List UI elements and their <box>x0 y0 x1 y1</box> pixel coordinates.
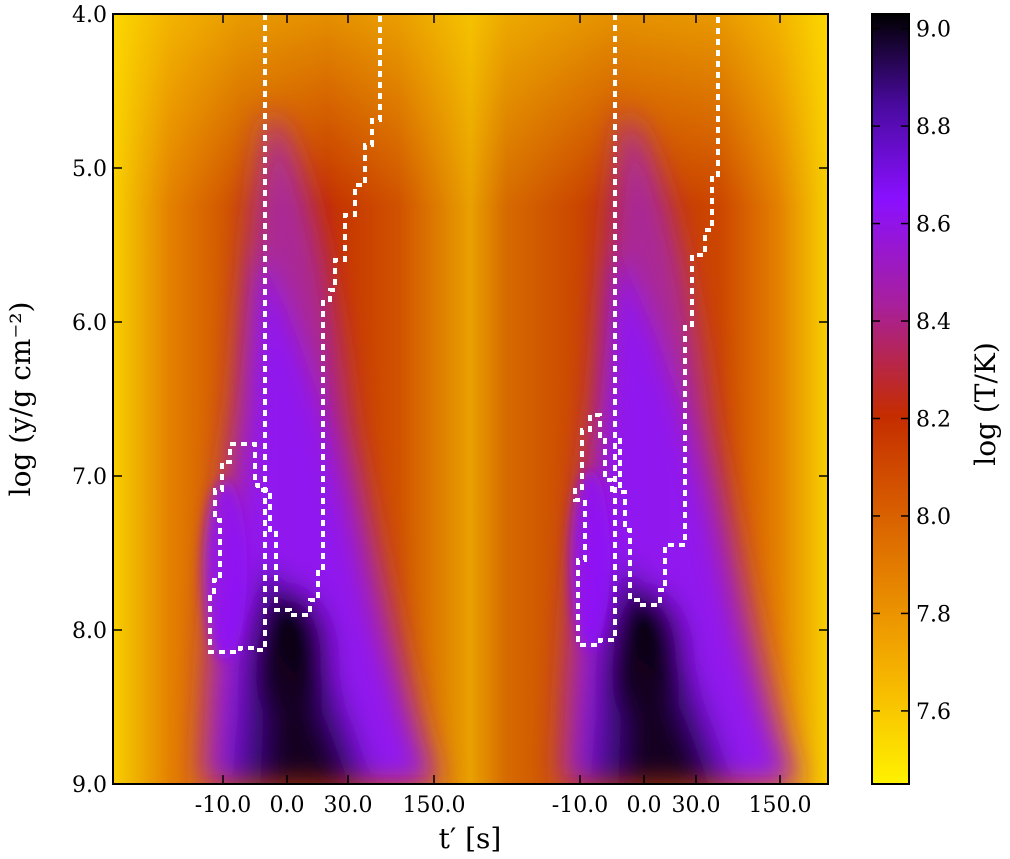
colorbar-tick-label: 9.0 <box>916 18 951 43</box>
contour-burst1-outer <box>263 14 382 617</box>
colorbar-gradient <box>871 13 910 785</box>
heatmap-image <box>113 14 828 784</box>
y-axis: 4.0 5.0 6.0 7.0 8.0 9.0 <box>72 3 828 798</box>
contour-lines <box>208 14 720 654</box>
contour-burst1-inner <box>208 14 267 654</box>
colorbar-tick-label: 7.8 <box>916 602 951 627</box>
colorbar-tick-label: 8.2 <box>916 407 951 432</box>
x-tick-label: 150.0 <box>749 793 812 818</box>
y-tick-label: 5.0 <box>72 157 107 182</box>
y-axis-label: log (y/g cm⁻²) <box>4 302 37 497</box>
colorbar: 7.6 7.8 8.0 8.2 8.4 8.6 8.8 9.0 log (T/K) <box>871 13 1002 785</box>
colorbar-tick-label: 8.8 <box>916 115 951 140</box>
x-tick-label: 30.0 <box>324 793 373 818</box>
y-tick-label: 8.0 <box>72 619 107 644</box>
x-tick-label: 30.0 <box>672 793 721 818</box>
colorbar-tick-label: 8.0 <box>916 505 951 530</box>
colorbar-label: log (T/K) <box>969 342 1002 466</box>
x-tick-label: 150.0 <box>403 793 466 818</box>
y-tick-label: 7.0 <box>72 465 107 490</box>
x-axis: -10.0 0.0 30.0 150.0 -10.0 0.0 30.0 150.0 <box>195 14 812 818</box>
x-tick-label: -10.0 <box>552 793 608 818</box>
colorbar-tick-label: 8.6 <box>916 213 951 238</box>
colorbar-tick-label: 8.4 <box>916 310 951 335</box>
x-axis-label: t′ [s] <box>439 822 502 855</box>
x-tick-label: -10.0 <box>195 793 251 818</box>
colorbar-ticks: 7.6 7.8 8.0 8.2 8.4 8.6 8.8 9.0 <box>872 18 951 725</box>
y-tick-label: 9.0 <box>72 773 107 798</box>
plot-frame <box>112 13 829 785</box>
x-tick-label: 0.0 <box>627 793 662 818</box>
y-tick-label: 4.0 <box>72 3 107 28</box>
colorbar-tick-label: 7.6 <box>916 700 951 725</box>
contour-burst2-inner <box>573 14 617 647</box>
y-tick-label: 6.0 <box>72 311 107 336</box>
x-tick-label: 0.0 <box>270 793 305 818</box>
contour-burst2-outer <box>613 14 720 607</box>
